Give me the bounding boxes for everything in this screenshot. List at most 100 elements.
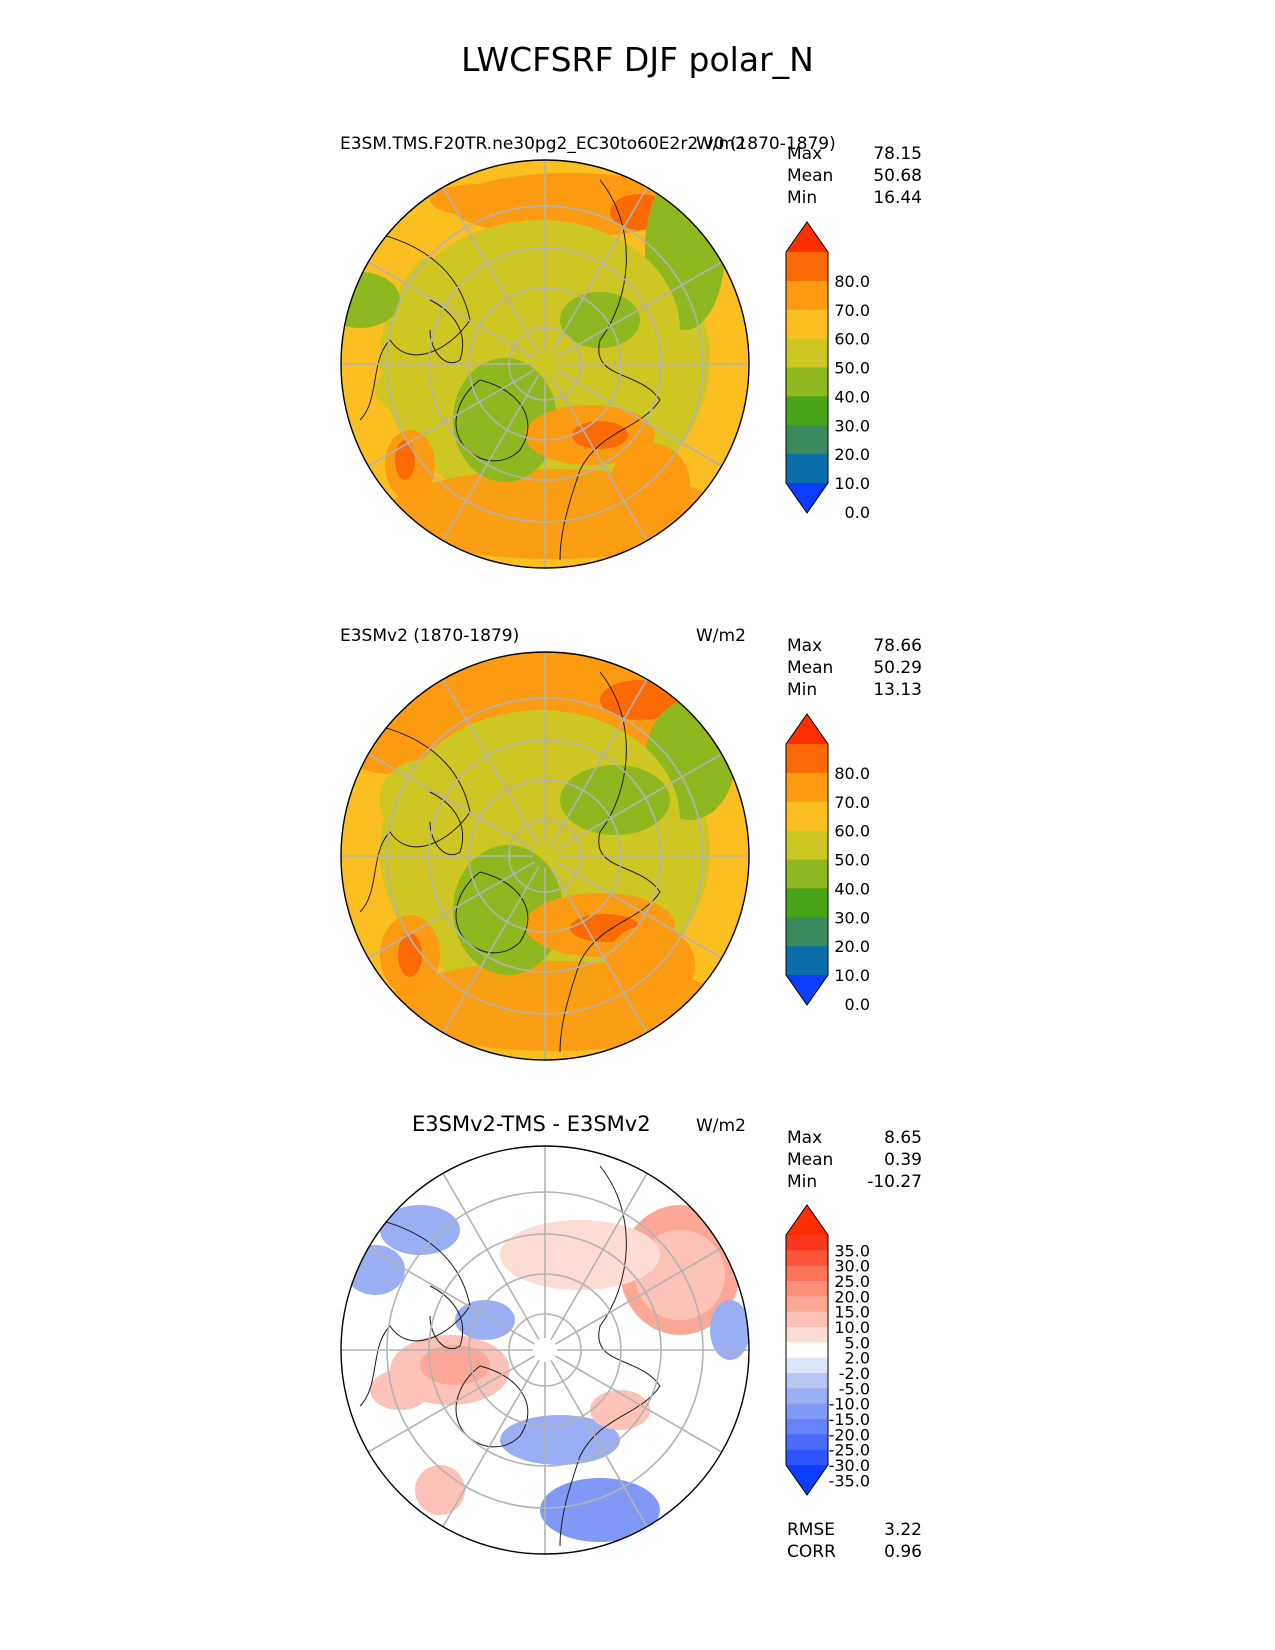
colorbar-tick-label: 40.0 — [834, 879, 870, 898]
map-2-coastline — [429, 791, 464, 855]
colorbar-tick-label: 10.0 — [834, 966, 870, 985]
colorbar-tick-label: 50.0 — [834, 851, 870, 870]
colorbar-swatch — [786, 367, 828, 397]
map-3-lon-gridline — [550, 1172, 648, 1341]
colorbar-tick-label: 50.0 — [834, 359, 870, 378]
colorbar-tick-label: -10.0 — [829, 1395, 870, 1414]
panel-2-title: E3SMv2 (1870-1879) — [340, 626, 520, 646]
colorbar-tick-label: 0.0 — [845, 503, 870, 522]
colorbar-swatch — [786, 888, 828, 918]
colorbar-2: 80.0 70.0 60.0 50.0 40.0 30.0 20.0 10.0 0.0 — [785, 713, 870, 1014]
map-3-coastline — [455, 1365, 529, 1448]
map-1-lon-gridline — [442, 186, 540, 355]
map-2-lon-gridline — [550, 678, 648, 847]
colorbar-swatch — [786, 801, 828, 832]
colorbar-tick-label: -2.0 — [839, 1364, 870, 1383]
map-1-coastline — [359, 229, 471, 421]
colorbar-tick-label: 60.0 — [834, 330, 870, 349]
colorbar-swatch — [786, 1235, 828, 1251]
panel-3-stat-mean: Mean 0.39 — [787, 1150, 922, 1170]
colorbar-tick-label: 5.0 — [845, 1333, 870, 1352]
map-1-patch — [430, 184, 530, 216]
panel-2-stat-min: Min 13.13 — [787, 680, 922, 700]
map-3-patch — [710, 1300, 749, 1360]
colorbar-tick-label: 15.0 — [834, 1303, 870, 1322]
map-3-patch — [380, 1205, 460, 1255]
colorbar-swatch — [786, 309, 828, 340]
colorbar-swatch — [786, 772, 828, 803]
colorbar-extend-min — [786, 975, 828, 1005]
map-1-coastline — [559, 179, 661, 561]
figure-title: LWCFSRF DJF polar_N — [461, 40, 814, 79]
colorbar-swatch — [786, 859, 828, 889]
panel-1-stat-min: Min 16.44 — [787, 188, 922, 208]
map-2-lon-gridline — [367, 753, 536, 851]
colorbar-swatch — [786, 1311, 828, 1328]
colorbar-tick-label: 25.0 — [834, 1272, 870, 1291]
map-2-border — [340, 651, 750, 1061]
map-2-lon-gridline — [554, 753, 723, 851]
colorbar-tick-label: -20.0 — [829, 1425, 870, 1444]
panel-1-title: E3SM.TMS.F20TR.ne30pg2_EC30to60E2r2.v0 (… — [340, 134, 836, 154]
colorbar-swatch — [786, 1434, 828, 1451]
colorbar-tick-label: -15.0 — [829, 1410, 870, 1429]
panel-3-title: E3SMv2-TMS - E3SMv2 — [412, 1112, 651, 1136]
map-2-lon-gridline — [442, 865, 540, 1034]
colorbar-outline — [785, 713, 829, 1006]
colorbar-tick-label: 2.0 — [845, 1349, 870, 1368]
colorbar-swatch — [786, 1342, 828, 1359]
colorbar-swatch — [786, 1403, 828, 1420]
map-2-lon-gridline — [550, 865, 648, 1034]
map-3-patch — [540, 1478, 660, 1542]
colorbar-swatch — [786, 1419, 828, 1435]
colorbar-swatch — [786, 1281, 828, 1297]
map-3-coastline — [559, 1165, 661, 1547]
colorbar-extend-min — [786, 1465, 828, 1495]
map-1-lon-gridline — [554, 369, 723, 467]
colorbar-swatch — [786, 1250, 828, 1267]
map-3-lon-gridline — [367, 1355, 536, 1453]
map-3-patch — [415, 1465, 465, 1515]
map-1-lon-gridline — [554, 261, 723, 359]
colorbar-swatch — [786, 830, 828, 860]
colorbar-tick-label: 10.0 — [834, 474, 870, 493]
colorbar-tick-label: 60.0 — [834, 822, 870, 841]
panel-2-stat-max: Max 78.66 — [787, 636, 922, 656]
colorbar-swatch — [786, 1449, 828, 1466]
colorbar-swatch — [786, 946, 828, 976]
map-2-coastline — [359, 721, 471, 913]
colorbar-extend-min — [786, 483, 828, 513]
map-3-patch — [455, 1300, 515, 1340]
map-2-lon-gridline — [554, 861, 723, 959]
colorbar-swatch — [786, 425, 828, 455]
colorbar-outline — [785, 221, 829, 514]
colorbar-tick-label: 10.0 — [834, 1318, 870, 1337]
colorbar-tick-label: 20.0 — [834, 1287, 870, 1306]
map-1-patch — [560, 292, 640, 348]
panel-1-stat-mean: Mean 50.68 — [787, 166, 922, 186]
colorbar-extend-max — [786, 222, 828, 252]
colorbar-tick-label: -30.0 — [829, 1456, 870, 1475]
map-1-lon-gridline — [367, 261, 536, 359]
map-1-lon-gridline — [550, 186, 648, 355]
map-1-patch — [375, 370, 425, 410]
map-1-lon-gridline — [367, 369, 536, 467]
map-3-lon-gridline — [554, 1355, 723, 1453]
colorbar-swatch — [786, 338, 828, 368]
map-1-patch — [341, 272, 400, 328]
colorbar-extend-max — [786, 714, 828, 744]
map-2-patch — [605, 925, 695, 1005]
map-1-coastline — [429, 299, 464, 363]
colorbar-swatch — [786, 1327, 828, 1343]
map-2-patch — [453, 845, 563, 975]
colorbar-swatch — [786, 280, 828, 311]
colorbar-tick-label: 30.0 — [834, 416, 870, 435]
colorbar-tick-label: 70.0 — [834, 301, 870, 320]
colorbar-extend-max — [786, 1205, 828, 1235]
map-3-patch — [590, 1390, 650, 1430]
colorbar-swatch — [786, 1265, 828, 1282]
panel-3-units: W/m2 — [696, 1116, 746, 1136]
colorbar-1: 80.0 70.0 60.0 50.0 40.0 30.0 20.0 10.0 0.0 — [785, 221, 870, 522]
map-1-lon-gridline — [442, 373, 540, 542]
